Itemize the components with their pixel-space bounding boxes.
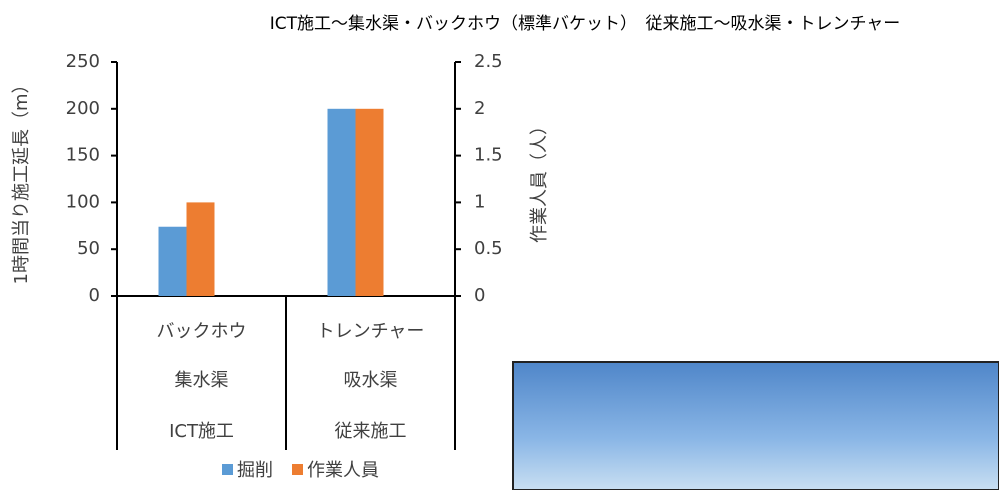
- y2-tick-label: 1: [474, 191, 485, 212]
- bar: [355, 108, 384, 296]
- x-tick-label: 従来施工: [335, 421, 407, 442]
- x-tick-label: ICT施工: [169, 421, 234, 442]
- y2-tick-label: 1.5: [474, 145, 503, 166]
- legend-swatch: [222, 464, 233, 475]
- y2-tick-label: 2.5: [474, 51, 503, 72]
- y-tick-label: 150: [66, 145, 100, 166]
- bar: [186, 202, 215, 296]
- y-tick-label: 200: [66, 98, 100, 119]
- x-tick-label: トレンチャー: [317, 321, 425, 342]
- chart-title: ICT施工～集水渠・バックホウ（標準バケット） 従来施工～吸水渠・トレンチャー: [270, 14, 901, 34]
- legend-label: 作業人員: [307, 460, 379, 481]
- x-tick-label: 集水渠: [175, 370, 229, 391]
- legend-swatch: [292, 464, 303, 475]
- x-tick-label: バックホウ: [157, 321, 247, 342]
- y-tick-label: 100: [66, 191, 100, 212]
- x-tick-label: 吸水渠: [344, 370, 398, 391]
- y2-tick-label: 2: [474, 98, 485, 119]
- legend-label: 掘削: [237, 460, 273, 481]
- bar: [327, 108, 356, 296]
- bar: [158, 226, 187, 296]
- y-tick-label: 250: [66, 51, 100, 72]
- y2-tick-label: 0: [474, 285, 485, 306]
- y2-axis-label: 作業人員（人）: [529, 117, 550, 243]
- photo: [512, 361, 999, 490]
- y2-tick-label: 0.5: [474, 238, 503, 259]
- y-tick-label: 50: [77, 238, 100, 259]
- y-tick-label: 0: [89, 285, 100, 306]
- y-axis-label: 1時間当り施工延長（m）: [11, 76, 32, 285]
